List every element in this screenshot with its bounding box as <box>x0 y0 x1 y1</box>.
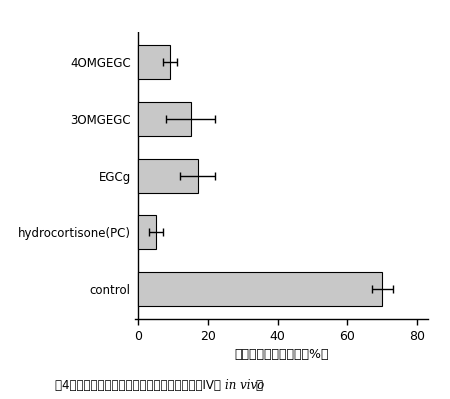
Text: ）: ） <box>255 379 262 391</box>
Bar <box>139 158 198 193</box>
Bar <box>139 45 170 79</box>
Bar <box>139 272 382 306</box>
Text: in vivo: in vivo <box>225 379 264 391</box>
Bar <box>139 215 156 249</box>
Text: 図4．カテキン誘導体類の抗アレルギー活性（IV型: 図4．カテキン誘導体類の抗アレルギー活性（IV型 <box>55 379 225 391</box>
Bar <box>139 102 191 136</box>
X-axis label: 耳介厉みによる評価（%）: 耳介厉みによる評価（%） <box>234 348 328 361</box>
